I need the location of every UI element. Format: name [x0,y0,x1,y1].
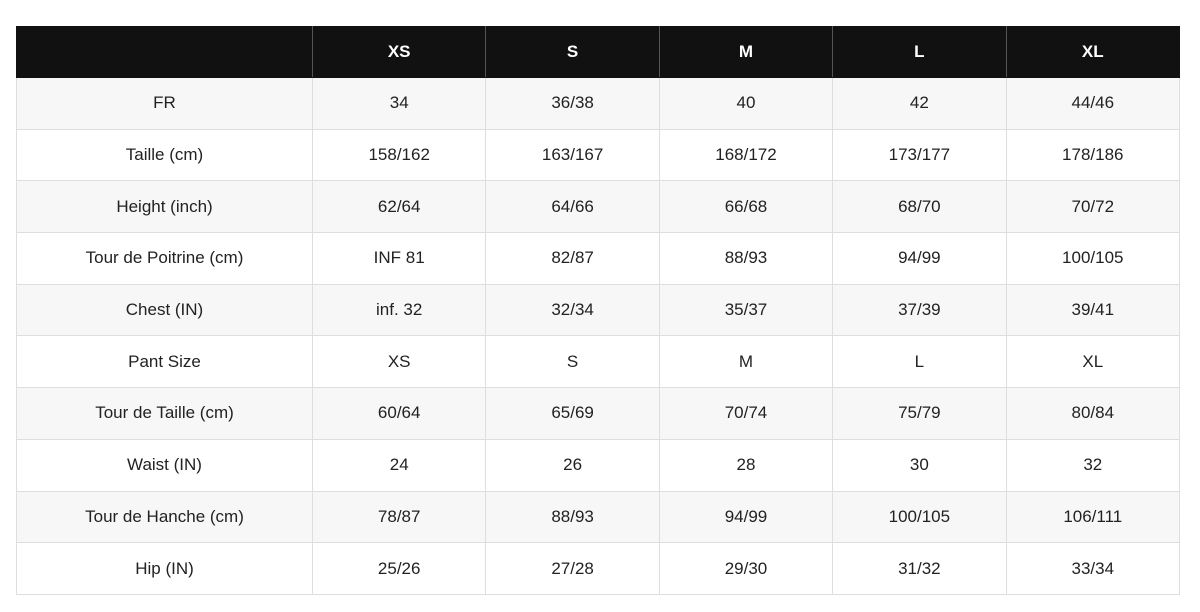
row-label: Hip (IN) [16,542,313,595]
table-cell: 40 [658,77,834,130]
table-cell: 178/186 [1005,128,1181,182]
table-row: Chest (IN) inf. 32 32/34 35/37 37/39 39/41 [16,283,1181,337]
row-label: Tour de Hanche (cm) [16,490,313,544]
table-cell: 88/93 [658,232,834,285]
table-row: Pant Size XS S M L XL [16,335,1181,389]
header-cell-size: L [832,26,1007,78]
row-label: Chest (IN) [16,283,313,337]
table-cell: 34 [311,77,487,130]
table-cell: 32/34 [485,283,660,337]
table-cell: 30 [832,438,1007,492]
table-cell: 42 [832,77,1007,130]
header-cell-size: S [485,26,660,78]
table-cell: 64/66 [485,180,660,234]
table-cell: 94/99 [832,232,1007,285]
table-cell: 25/26 [311,542,487,595]
table-cell: 82/87 [485,232,660,285]
table-cell: 70/74 [658,387,834,440]
header-cell-empty [16,26,313,78]
table-row: Tour de Hanche (cm) 78/87 88/93 94/99 100/10… [16,490,1181,544]
header-row: XS S M L XL [16,26,1181,78]
header-cell-size: M [658,26,834,78]
table-cell: 39/41 [1005,283,1181,337]
table-cell: M [658,335,834,389]
table-cell: 106/111 [1005,490,1181,544]
table-row: Waist (IN) 24 26 28 30 32 [16,438,1181,492]
table-cell: 44/46 [1005,77,1181,130]
table-cell: 168/172 [658,128,834,182]
row-label: Taille (cm) [16,128,313,182]
header-cell-size: XS [311,26,487,78]
table-cell: 37/39 [832,283,1007,337]
table-cell: 88/93 [485,490,660,544]
table-row: Tour de Taille (cm) 60/64 65/69 70/74 75/79 8… [16,387,1181,440]
table-cell: 100/105 [832,490,1007,544]
table-cell: 163/167 [485,128,660,182]
table-cell: 29/30 [658,542,834,595]
table-cell: inf. 32 [311,283,487,337]
table-cell: L [832,335,1007,389]
table-cell: 173/177 [832,128,1007,182]
table-row: Hip (IN) 25/26 27/28 29/30 31/32 33/34 [16,542,1181,595]
table-cell: 80/84 [1005,387,1181,440]
table-cell: 36/38 [485,77,660,130]
row-label: Pant Size [16,335,313,389]
table-cell: 94/99 [658,490,834,544]
table-cell: 35/37 [658,283,834,337]
table-row: FR 34 36/38 40 42 44/46 [16,77,1181,130]
table-cell: INF 81 [311,232,487,285]
row-label: Height (inch) [16,180,313,234]
table-cell: XL [1005,335,1181,389]
table-cell: 70/72 [1005,180,1181,234]
table-cell: 78/87 [311,490,487,544]
table-cell: 65/69 [485,387,660,440]
table-cell: 32 [1005,438,1181,492]
table-cell: 75/79 [832,387,1007,440]
table-cell: 100/105 [1005,232,1181,285]
row-label: Tour de Taille (cm) [16,387,313,440]
table-cell: XS [311,335,487,389]
table-cell: 62/64 [311,180,487,234]
table-row: Tour de Poitrine (cm) INF 81 82/87 88/93 94/… [16,232,1181,285]
table-cell: 31/32 [832,542,1007,595]
table-cell: 158/162 [311,128,487,182]
table-row: Height (inch) 62/64 64/66 66/68 68/70 70/72 [16,180,1181,234]
table-row: Taille (cm) 158/162 163/167 168/172 173/177 1… [16,128,1181,182]
header-cell-size: XL [1005,26,1181,78]
table-cell: S [485,335,660,389]
table-cell: 28 [658,438,834,492]
size-chart-table: XS S M L XL FR 34 36/38 40 42 44/46 Taille (cm) 158… [16,26,1181,595]
table-cell: 33/34 [1005,542,1181,595]
table-cell: 68/70 [832,180,1007,234]
table-cell: 24 [311,438,487,492]
table-cell: 26 [485,438,660,492]
table-cell: 60/64 [311,387,487,440]
table-cell: 66/68 [658,180,834,234]
row-label: Waist (IN) [16,438,313,492]
row-label: FR [16,77,313,130]
table-cell: 27/28 [485,542,660,595]
row-label: Tour de Poitrine (cm) [16,232,313,285]
